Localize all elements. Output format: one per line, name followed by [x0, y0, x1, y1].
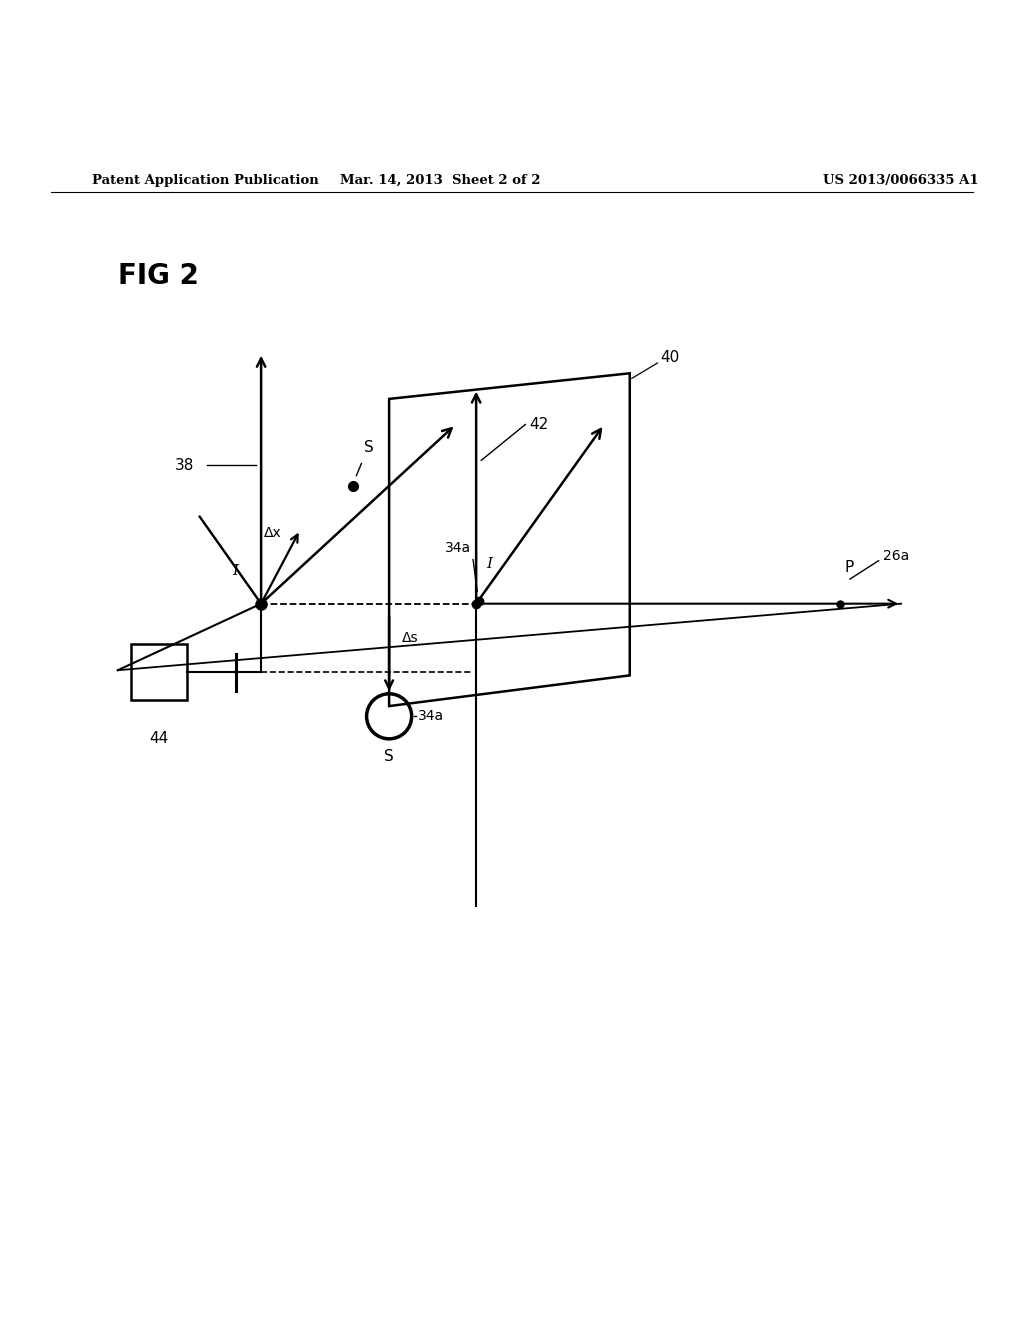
Text: I: I [486, 557, 493, 572]
Bar [131, 644, 186, 701]
Text: 40: 40 [660, 350, 680, 366]
Text: 34a: 34a [444, 540, 471, 554]
Text: Patent Application Publication: Patent Application Publication [92, 174, 318, 187]
Text: S: S [384, 748, 394, 764]
Text: 44: 44 [150, 731, 168, 746]
Text: S: S [364, 440, 374, 455]
Text: 42: 42 [529, 417, 549, 432]
Text: FIG 2: FIG 2 [118, 261, 199, 290]
Text: I: I [232, 564, 239, 578]
Text: P: P [845, 560, 854, 576]
Text: Mar. 14, 2013  Sheet 2 of 2: Mar. 14, 2013 Sheet 2 of 2 [340, 174, 541, 187]
Text: Δx: Δx [264, 527, 282, 540]
Text: 38: 38 [175, 458, 195, 473]
Text: US 2013/0066335 A1: US 2013/0066335 A1 [823, 174, 979, 187]
Text: 34a: 34a [418, 709, 444, 723]
Text: Δs: Δs [401, 631, 418, 645]
Text: 26a: 26a [883, 549, 909, 562]
